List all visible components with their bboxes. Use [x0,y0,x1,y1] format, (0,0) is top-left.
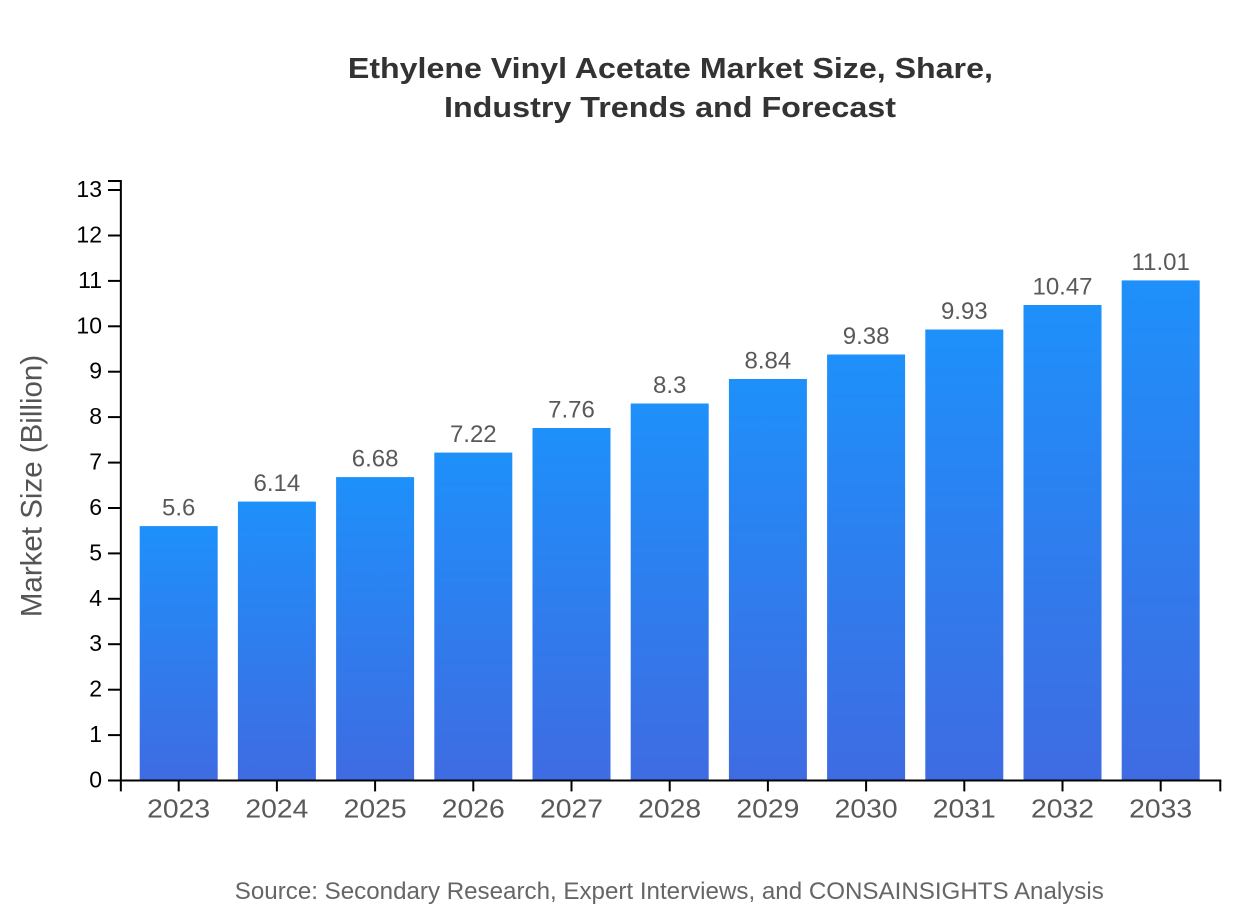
svg-text:2: 2 [89,676,102,702]
svg-text:9.93: 9.93 [941,298,988,325]
svg-text:8.84: 8.84 [745,348,792,375]
svg-text:12: 12 [76,222,102,248]
svg-text:2025: 2025 [344,793,407,823]
svg-text:9: 9 [89,358,102,384]
svg-text:4: 4 [89,585,102,611]
svg-text:2026: 2026 [442,793,505,823]
svg-text:Ethylene Vinyl Acetate Market: Ethylene Vinyl Acetate Market Size, Shar… [348,53,993,85]
svg-text:2030: 2030 [835,793,898,823]
svg-text:9.38: 9.38 [843,323,890,350]
svg-text:2027: 2027 [540,793,603,823]
svg-text:2029: 2029 [736,793,799,823]
svg-text:7: 7 [89,449,102,475]
svg-text:13: 13 [76,176,102,202]
svg-text:10: 10 [76,312,102,338]
svg-text:2023: 2023 [147,793,210,823]
svg-text:1: 1 [89,721,102,747]
svg-text:2024: 2024 [245,793,308,823]
svg-text:5.6: 5.6 [162,495,195,522]
svg-text:6.14: 6.14 [254,470,301,497]
svg-text:2033: 2033 [1129,793,1192,823]
svg-text:7.76: 7.76 [548,397,595,424]
svg-text:3: 3 [89,630,102,656]
svg-text:10.47: 10.47 [1032,274,1092,301]
svg-text:Source: Secondary Research, Ex: Source: Secondary Research, Expert Inter… [235,878,1104,905]
svg-text:0: 0 [89,767,102,793]
svg-text:6: 6 [89,494,102,520]
svg-text:7.22: 7.22 [450,421,497,448]
svg-text:8.3: 8.3 [653,372,686,399]
svg-text:8: 8 [89,403,102,429]
svg-text:5: 5 [89,539,102,565]
svg-text:11.01: 11.01 [1132,249,1190,276]
svg-text:2032: 2032 [1031,793,1094,823]
svg-text:2028: 2028 [638,793,701,823]
svg-text:Industry Trends and Forecast: Industry Trends and Forecast [444,92,896,124]
svg-text:11: 11 [78,267,102,293]
svg-text:6.68: 6.68 [352,446,399,473]
svg-text:Market Size (Billion): Market Size (Billion) [16,355,49,617]
svg-text:2031: 2031 [933,793,996,823]
